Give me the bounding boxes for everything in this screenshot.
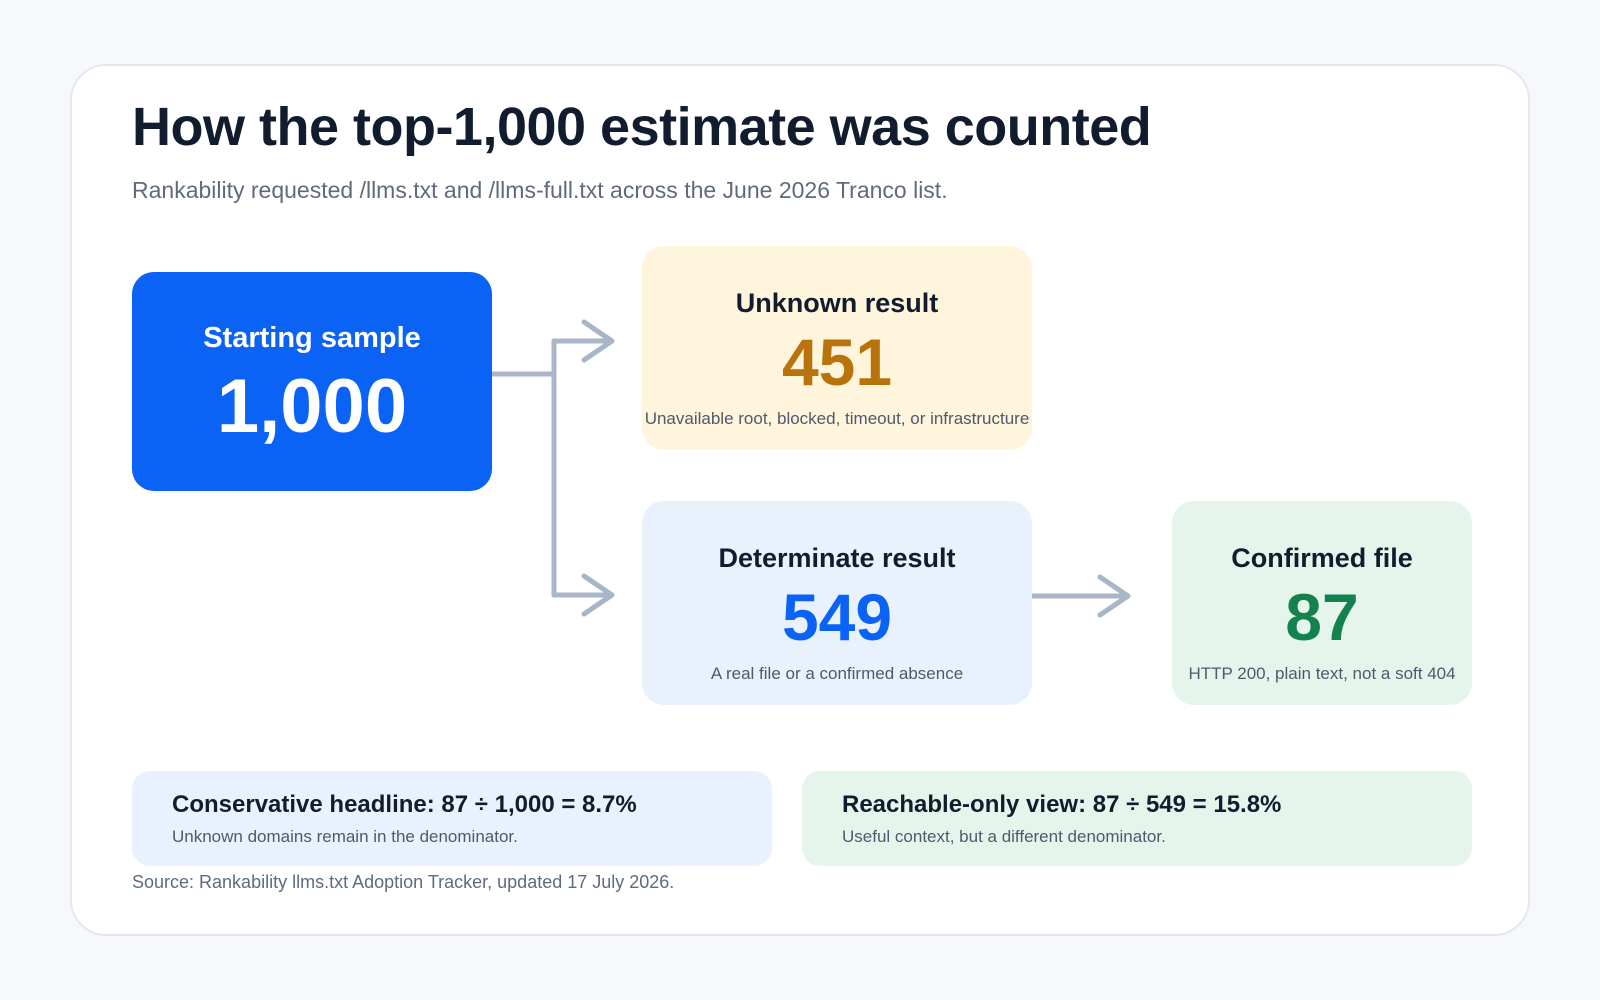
conservative-headline-note: Conservative headline: 87 ÷ 1,000 = 8.7%…: [132, 771, 772, 866]
confirmed-file-value: 87: [1285, 580, 1359, 654]
conservative-headline-text: Conservative headline: 87 ÷ 1,000 = 8.7%: [172, 791, 637, 818]
source-caption: Source: Rankability llms.txt Adoption Tr…: [132, 872, 675, 892]
confirmed-file-label: Confirmed file: [1231, 543, 1413, 573]
diagram-card: How the top-1,000 estimate was counted R…: [70, 64, 1530, 936]
determinate-result-description: A real file or a confirmed absence: [710, 664, 964, 683]
unknown-result-box: Unknown result 451 Unavailable root, blo…: [642, 246, 1032, 450]
confirmed-file-box: Confirmed file 87 HTTP 200, plain text, …: [1172, 501, 1472, 705]
unknown-result-description: Unavailable root, blocked, timeout, or i…: [644, 409, 1030, 428]
conservative-headline-detail: Unknown domains remain in the denominato…: [172, 827, 518, 846]
arrowhead-determinate-icon: [581, 573, 615, 617]
starting-sample-value: 1,000: [216, 364, 408, 449]
reachable-only-detail: Useful context, but a different denomina…: [842, 827, 1166, 846]
confirmed-file-description: HTTP 200, plain text, not a soft 404: [1188, 664, 1456, 683]
starting-sample-box: Starting sample 1,000: [132, 272, 492, 491]
arrowhead-unknown-icon: [581, 319, 615, 363]
unknown-result-value: 451: [781, 325, 893, 399]
determinate-result-box: Determinate result 549 A real file or a …: [642, 501, 1032, 705]
page-subtitle: Rankability requested /llms.txt and /llm…: [132, 177, 948, 203]
unknown-result-label: Unknown result: [735, 288, 939, 318]
arrowhead-confirmed-icon: [1097, 574, 1131, 618]
reachable-only-text: Reachable-only view: 87 ÷ 549 = 15.8%: [842, 791, 1282, 818]
reachable-only-note: Reachable-only view: 87 ÷ 549 = 15.8% Us…: [802, 771, 1472, 866]
page-title: How the top-1,000 estimate was counted: [132, 97, 1152, 157]
determinate-result-label: Determinate result: [718, 543, 956, 573]
determinate-result-value: 549: [781, 580, 893, 654]
starting-sample-label: Starting sample: [203, 322, 421, 354]
